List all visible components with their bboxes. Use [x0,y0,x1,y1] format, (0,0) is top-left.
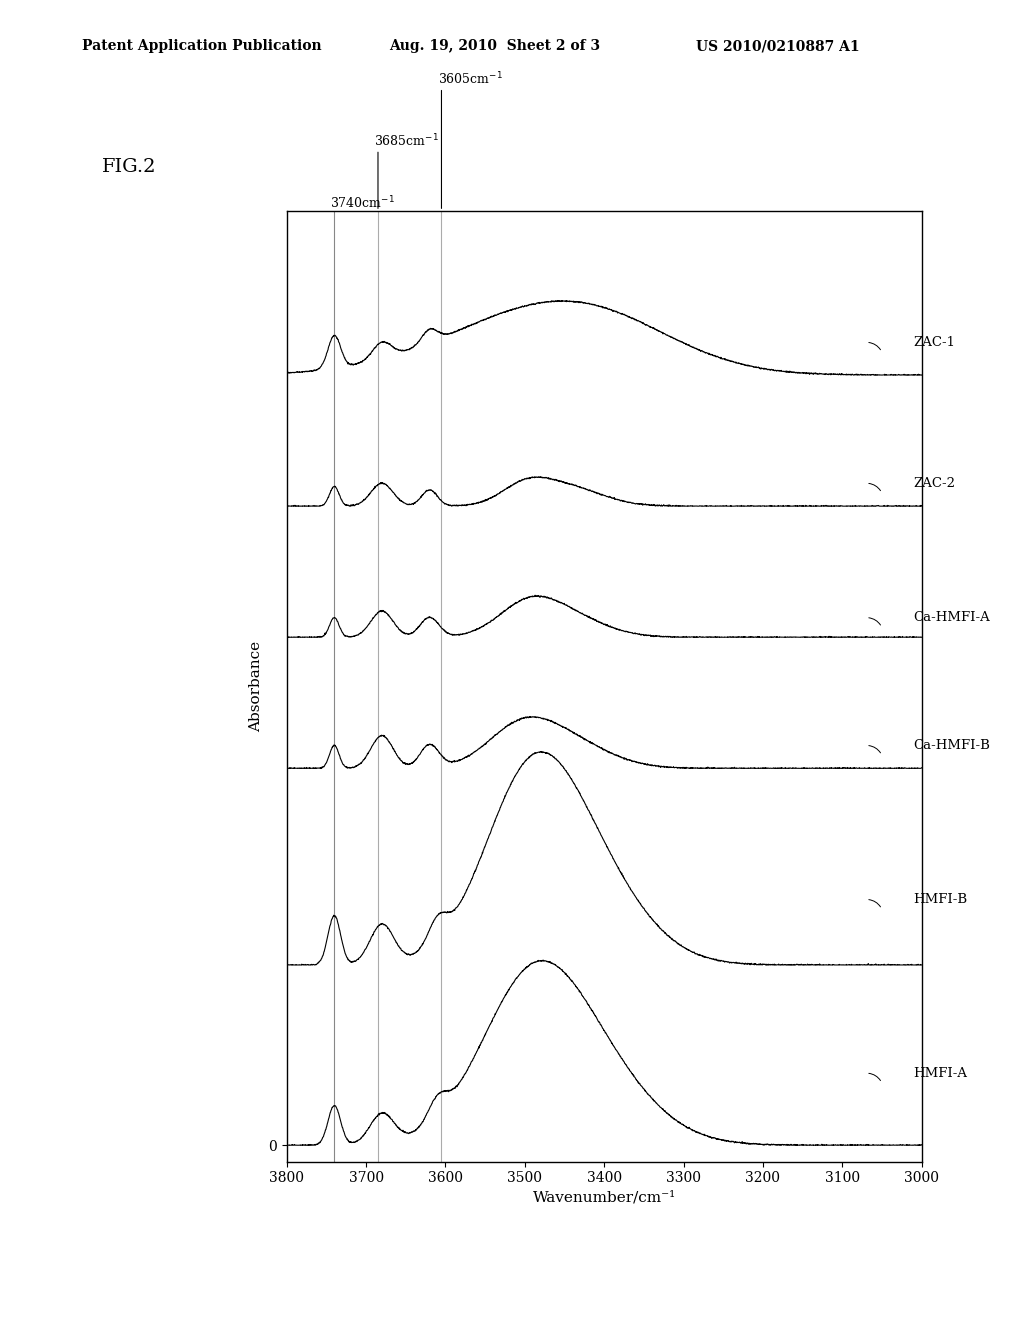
Text: 3740cm$^{-1}$: 3740cm$^{-1}$ [331,194,395,211]
Text: Patent Application Publication: Patent Application Publication [82,40,322,53]
Text: HMFI-B: HMFI-B [913,892,968,906]
Text: ZAC-2: ZAC-2 [913,477,955,490]
Text: HMFI-A: HMFI-A [913,1067,968,1080]
Text: US 2010/0210887 A1: US 2010/0210887 A1 [696,40,860,53]
Text: 3685cm$^{-1}$: 3685cm$^{-1}$ [374,133,439,149]
Text: FIG.2: FIG.2 [102,157,157,176]
Text: Ca-HMFI-B: Ca-HMFI-B [913,739,990,752]
Y-axis label: Absorbance: Absorbance [249,640,263,733]
Text: ZAC-1: ZAC-1 [913,335,955,348]
X-axis label: Wavenumber/cm⁻¹: Wavenumber/cm⁻¹ [532,1191,676,1205]
Text: Ca-HMFI-A: Ca-HMFI-A [913,611,990,624]
Text: 3605cm$^{-1}$: 3605cm$^{-1}$ [437,71,503,87]
Text: Aug. 19, 2010  Sheet 2 of 3: Aug. 19, 2010 Sheet 2 of 3 [389,40,600,53]
